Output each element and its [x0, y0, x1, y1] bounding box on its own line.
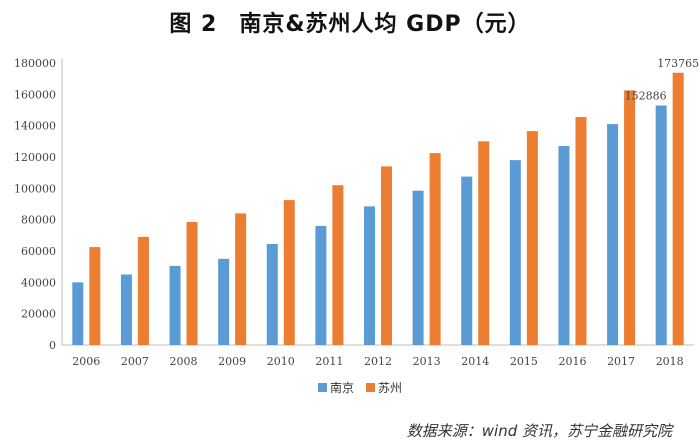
x-tick-label: 2007 — [121, 355, 149, 368]
x-tick-label: 2013 — [413, 355, 441, 368]
y-tick-label: 100000 — [14, 182, 56, 195]
x-tick-label: 2010 — [267, 355, 295, 368]
bar-南京-2015 — [509, 160, 521, 345]
bar-苏州-2009 — [235, 213, 247, 345]
bar-南京-2018 — [655, 105, 667, 345]
bar-苏州-2016 — [575, 117, 587, 345]
bar-chart: 0 20000 40000 60000 80000 100000 120000 140000 1… — [14, 57, 699, 395]
y-tick-label: 80000 — [21, 214, 56, 227]
bar-苏州-2017 — [624, 90, 636, 346]
y-tick-label: 180000 — [14, 57, 56, 70]
x-tick-label: 2016 — [558, 355, 586, 368]
bar-苏州-2008 — [186, 222, 198, 345]
legend-swatch-苏州 — [366, 383, 375, 392]
x-tick-label: 2008 — [170, 355, 198, 368]
bar-苏州-2007 — [137, 236, 149, 345]
x-tick-label: 2017 — [607, 355, 635, 368]
y-tick-label: 140000 — [14, 120, 56, 133]
legend-label: 苏州 — [378, 381, 402, 395]
bar-南京-2010 — [266, 243, 278, 345]
data-source-note: 数据来源：wind 资讯，苏宁金融研究院 — [406, 422, 672, 440]
bar-南京-2014 — [461, 176, 473, 345]
bar-苏州-2018 — [672, 72, 684, 346]
bar-苏州-2015 — [526, 131, 538, 345]
bar-苏州-2012 — [381, 166, 392, 345]
x-tick-label: 2009 — [218, 355, 246, 368]
legend-swatch-南京 — [318, 383, 327, 392]
y-tick-label: 40000 — [21, 276, 56, 289]
x-tick-label: 2011 — [315, 355, 343, 368]
x-tick-label: 2015 — [510, 355, 538, 368]
bar-南京-2006 — [72, 282, 84, 345]
bar-南京-2008 — [169, 265, 181, 345]
bar-南京-2013 — [412, 190, 424, 345]
bar-苏州-2011 — [332, 185, 344, 345]
y-tick-label: 160000 — [14, 88, 56, 101]
figure-label: 图 2 — [169, 12, 218, 37]
legend-label: 南京 — [330, 380, 354, 395]
y-tick-label: 120000 — [14, 151, 56, 164]
title-text: 南京&苏州人均 GDP（元） — [239, 12, 531, 37]
bar-南京-2012 — [364, 206, 375, 345]
y-tick-label: 60000 — [21, 245, 56, 258]
x-tick-label: 2018 — [656, 355, 684, 368]
x-tick-label: 2012 — [364, 355, 392, 368]
bar-苏州-2010 — [283, 200, 295, 345]
bar-南京-2009 — [218, 258, 230, 345]
x-tick-label: 2006 — [72, 355, 100, 368]
x-tick-label: 2014 — [461, 355, 489, 368]
bar-苏州-2006 — [89, 247, 101, 345]
bar-南京-2007 — [120, 274, 132, 345]
bar-南京-2016 — [558, 146, 570, 345]
chart-title: 图 2 南京&苏州人均 GDP（元） — [0, 6, 700, 38]
y-tick-label: 20000 — [21, 308, 56, 321]
bar-南京-2011 — [315, 225, 327, 345]
y-tick-label: 0 — [49, 339, 56, 352]
bar-南京-2017 — [607, 124, 619, 345]
data-label: 152886 — [625, 89, 667, 102]
bar-苏州-2014 — [478, 141, 490, 345]
data-label: 173765 — [657, 57, 699, 70]
bar-苏州-2013 — [429, 153, 441, 345]
